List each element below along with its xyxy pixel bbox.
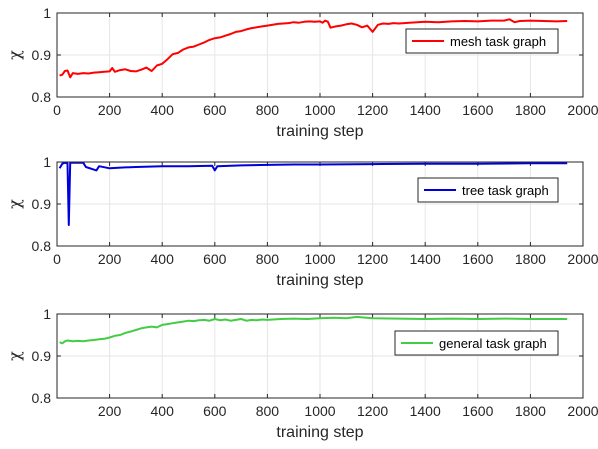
series-line-1 [58,161,568,226]
x-tick-label: 2000 [567,251,598,267]
x-tick-label: 0 [53,102,61,118]
y-tick-label: 0.9 [32,348,52,364]
y-axis-label: χ [5,50,24,60]
series-line-1 [59,315,568,345]
chart-panel-1: 0 200 400 600 800 1000 1200 1400 1600 1800 2000 0.8… [5,5,598,140]
x-tick-label: 1800 [515,102,546,118]
x-tick-label: 1600 [462,403,493,419]
legend: tree task graph [417,177,559,203]
y-tick-label: 0.9 [32,47,52,63]
axes-box [56,161,584,247]
x-tick-label: 1800 [515,251,546,267]
x-tick-label: 400 [151,403,175,419]
x-tick-label: 800 [256,403,280,419]
x-tick-label: 1200 [357,102,388,118]
x-tick-label: 1000 [304,251,335,267]
y-tick-label: 1 [43,5,51,21]
y-axis-label: χ [5,351,24,361]
x-tick-label: 800 [256,102,280,118]
x-tick-label: 600 [203,251,227,267]
x-tick-label: 1400 [410,403,441,419]
y-tick-label: 0.8 [32,89,52,105]
x-tick-label: 2000 [567,403,598,419]
y-tick-label: 0.8 [32,390,52,406]
legend: mesh task graph [405,28,559,54]
chart-panel-3: 200 400 600 800 1000 1200 1400 1600 1800 2000 0.8 0… [5,306,598,441]
x-tick-label: 1600 [462,251,493,267]
chart-panel-2: 0 200 400 600 800 1000 1200 1400 1600 1800 2000 0.8… [5,154,598,289]
legend: general task graph [394,330,559,356]
x-tick-label: 400 [151,102,175,118]
x-tick-label: 200 [98,251,122,267]
x-tick-label: 1200 [357,251,388,267]
x-tick-label: 1600 [462,102,493,118]
legend-label: mesh task graph [450,34,546,49]
x-tick-label: 1400 [410,102,441,118]
y-tick-label: 1 [43,306,51,322]
x-tick-label: 1800 [515,403,546,419]
y-axis-label: χ [5,199,24,209]
x-axis-label: training step [276,272,363,289]
x-tick-label: 600 [203,403,227,419]
x-tick-label: 800 [256,251,280,267]
x-tick-label: 2000 [567,102,598,118]
x-tick-label: 200 [98,102,122,118]
x-tick-label: 600 [203,102,227,118]
x-axis-label: training step [276,123,363,140]
legend-label: tree task graph [462,183,549,198]
x-tick-label: 0 [53,251,61,267]
y-tick-label: 0.8 [32,238,52,254]
x-tick-label: 400 [151,251,175,267]
x-tick-label: 1400 [410,251,441,267]
y-tick-label: 1 [43,154,51,170]
axes-box [56,12,584,98]
series-line-1 [59,18,568,79]
x-tick-label: 1000 [304,102,335,118]
x-tick-label: 1200 [357,403,388,419]
x-tick-label: 1000 [304,403,335,419]
legend-label: general task graph [439,336,547,351]
axes-box [56,313,584,399]
x-tick-label: 200 [98,403,122,419]
x-axis-label: training step [276,424,363,441]
y-tick-label: 0.9 [32,196,52,212]
